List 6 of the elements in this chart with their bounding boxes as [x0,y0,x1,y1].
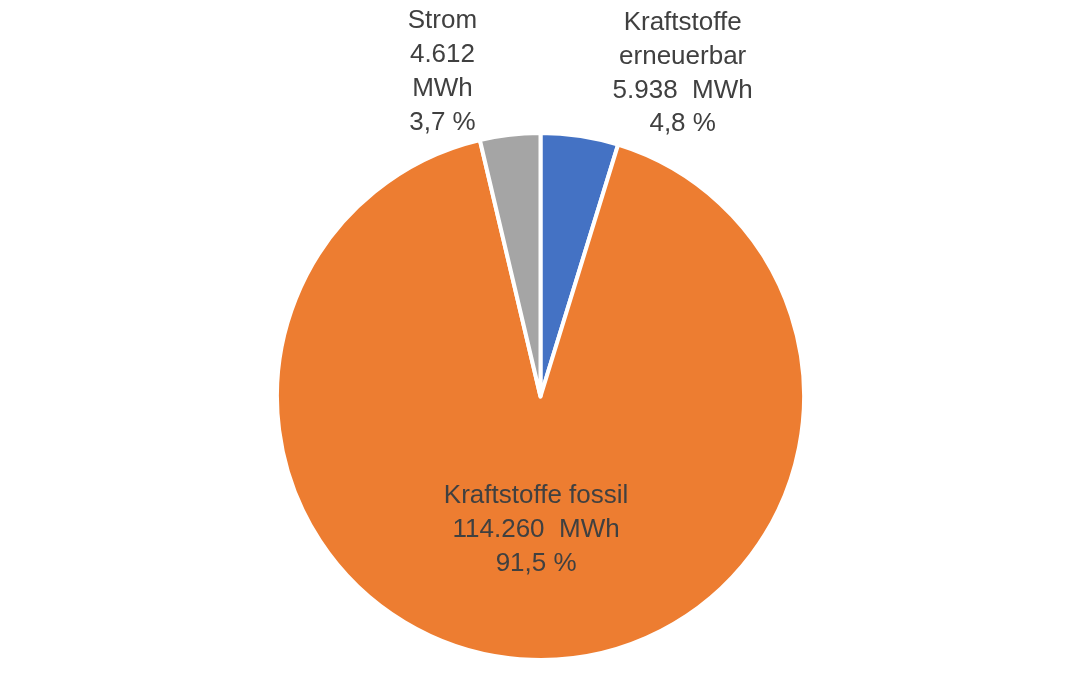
slice-label: Kraftstoffe fossil [443,479,629,510]
data-label: 5.938 MWh 4,8 % [612,73,753,138]
slice-label: Kraftstoffe erneuerbar [619,5,747,70]
data-label: 4.612 MWh 3,7 % [409,38,476,136]
data-label: 114.260 MWh 91,5 % [452,513,620,577]
slice-label: Strom [407,4,478,35]
